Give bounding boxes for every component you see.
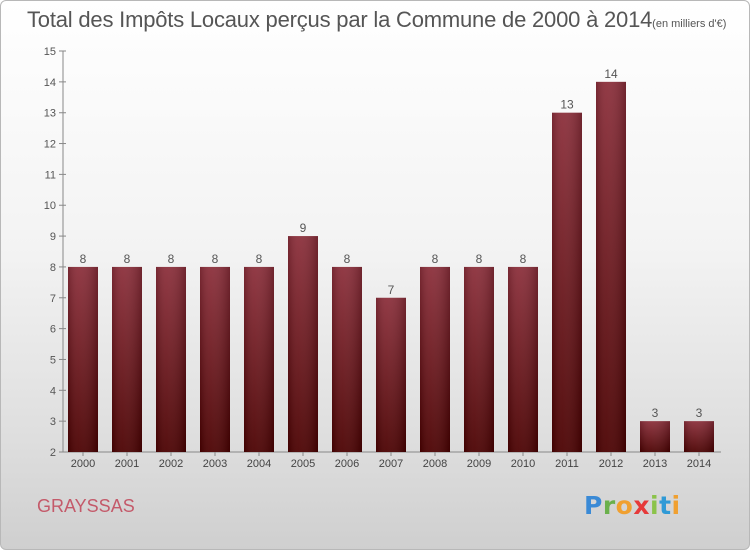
bar-shading [332,266,362,452]
x-tick-label: 2013 [643,458,667,470]
proxiti-logo: Proxiti [584,491,681,520]
data-label: 8 [344,252,351,266]
x-tick-label: 2008 [423,458,447,470]
data-labels: 8 8 8 8 8 9 8 7 8 8 8 13 14 3 3 [80,67,703,420]
data-label: 8 [520,252,527,266]
data-label: 7 [388,283,395,297]
bar-shading [200,266,230,452]
chart-title: Total des Impôts Locaux perçus par la Co… [27,7,726,33]
data-label: 9 [300,221,307,235]
bar-shading [288,236,318,452]
y-tick-label: 15 [44,46,56,58]
x-tick-label: 2002 [159,458,183,470]
data-label: 14 [604,67,618,81]
y-tick-label: 8 [50,262,56,274]
y-tick-label: 4 [50,385,56,397]
x-tick-label: 2010 [511,458,535,470]
y-tick-label: 6 [50,324,56,336]
data-label: 3 [696,406,703,420]
bar-shading [68,266,98,452]
chart-title-text: Total des Impôts Locaux perçus par la Co… [27,7,653,32]
x-tick-label: 2014 [687,458,711,470]
y-tick-label: 11 [45,169,56,181]
x-tick-label: 2004 [247,458,271,470]
y-tick-label: 7 [50,293,56,305]
data-label: 13 [560,98,574,112]
bar-shading [596,81,626,452]
data-label: 8 [256,252,263,266]
y-tick-label: 13 [44,108,56,120]
bar-shading [156,266,186,452]
x-tick-label: 2000 [71,458,95,470]
bar-shading [640,421,670,452]
y-tick-label: 5 [50,354,56,366]
y-tick-label: 12 [44,139,56,151]
x-tick-label: 2006 [335,458,359,470]
data-label: 8 [212,252,219,266]
y-tick-label: 3 [50,416,56,428]
x-tick-label: 2007 [379,458,403,470]
data-label: 8 [476,252,483,266]
x-tick-label: 2005 [291,458,315,470]
data-label: 8 [168,252,175,266]
bar-shading [420,266,450,452]
y-tick-label: 14 [44,77,56,89]
data-label: 8 [124,252,131,266]
data-label: 8 [432,252,439,266]
bar-shading [244,266,274,452]
y-tick-label: 9 [50,231,56,243]
x-tick-label: 2012 [599,458,623,470]
x-tick-label: 2009 [467,458,491,470]
data-label: 8 [80,252,87,266]
y-tick-label: 2 [50,447,56,459]
x-tick-label: 2001 [115,458,139,470]
chart-unit: (en milliers d'€) [652,18,727,30]
bar-shading [112,266,142,452]
bar-shading [684,421,714,452]
bar-shading [376,297,406,452]
y-tick-label: 10 [44,200,56,212]
x-tick-label: 2003 [203,458,227,470]
bars [68,81,714,452]
bar-shading [464,266,494,452]
x-tick-label: 2011 [555,458,579,470]
commune-name: GRAYSSAS [37,496,135,516]
data-label: 3 [652,406,659,420]
bar-shading [552,112,582,452]
bar-shading [508,266,538,452]
axes: 2 3 4 5 6 7 8 9 10 11 12 13 14 15 2000 2001 2002 2003 2004… [44,46,721,470]
